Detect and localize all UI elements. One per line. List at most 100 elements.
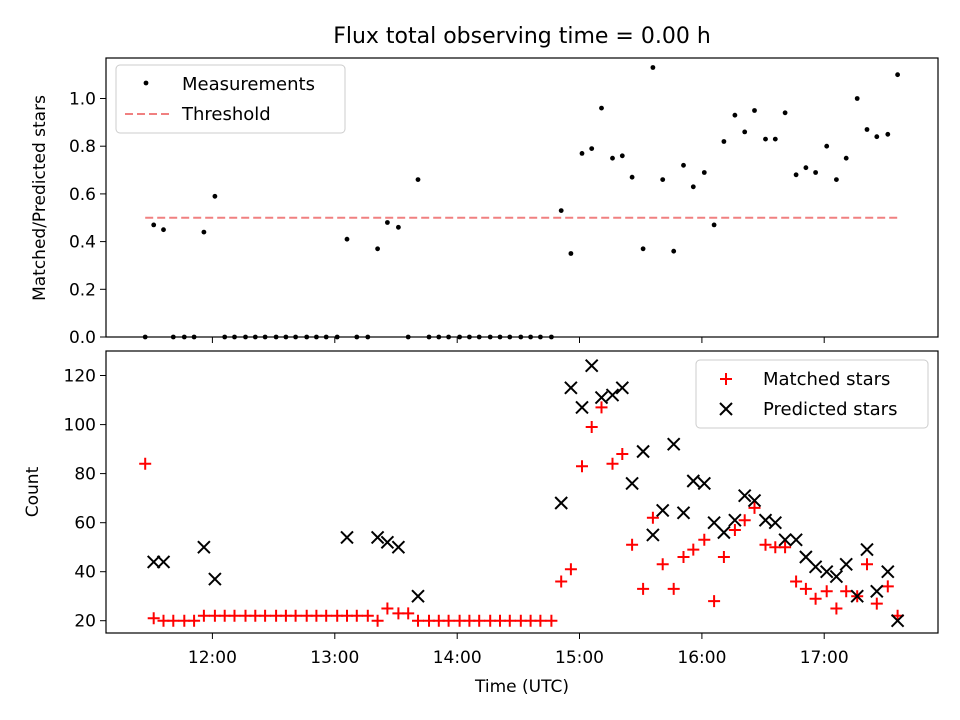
predicted-star-point (789, 533, 803, 547)
measurement-point (660, 177, 666, 183)
matched-star-point (147, 612, 160, 625)
predicted-star-point (697, 476, 712, 491)
matched-star-point (595, 401, 608, 414)
matched-star-point (698, 533, 711, 546)
matched-star-point (809, 592, 822, 605)
bottom-x-tick-label: 15:00 (555, 648, 604, 668)
predicted-star-point (370, 530, 385, 545)
matched-star-point (637, 582, 650, 595)
predicted-star-point (340, 530, 354, 545)
top-plot-frame (105, 57, 939, 338)
measurement-point (854, 96, 860, 101)
measurement-point (864, 127, 870, 132)
matched-star-point (381, 602, 394, 615)
matched-star-point (228, 609, 241, 622)
measurement-point (589, 146, 595, 152)
measurement-point (874, 134, 880, 140)
predicted-star-point (208, 572, 222, 586)
predicted-star-point (819, 564, 834, 579)
bottom-y-tick-label: 20 (74, 612, 96, 632)
measurement-point (752, 108, 757, 113)
matched-star-point (779, 541, 792, 554)
top-legend-box (115, 64, 346, 134)
predicted-star-point (717, 525, 731, 540)
top-y-tick-label: 1.0 (69, 90, 96, 110)
predicted-star-point (625, 476, 639, 491)
predicted-star-point (881, 564, 895, 579)
measurement-point (793, 172, 799, 178)
top-y-tick-label: 0.2 (69, 280, 96, 300)
measurement-point (415, 177, 421, 183)
matched-star-point (412, 614, 424, 627)
predicted-star-point (737, 488, 752, 503)
measurement-point (201, 229, 207, 235)
matched-star-point (503, 614, 516, 627)
predicted-star-point (564, 381, 578, 395)
predicted-star-point (808, 560, 823, 574)
measurement-point (640, 246, 646, 252)
bottom-x-tick-label: 13:00 (310, 648, 359, 668)
legend-matched-label: Matched stars (763, 369, 890, 390)
measurement-point (610, 155, 615, 161)
top-y-tick-label: 0.6 (69, 185, 96, 205)
top-y-axis-ticks: 0.0 0.2 0.4 0.6 0.8 1.0 (69, 90, 106, 348)
measurement-point (579, 151, 585, 156)
matched-star-point (320, 609, 333, 622)
bottom-legend: Matched stars Predicted stars (695, 359, 929, 429)
top-plot-area: 0.0 0.2 0.4 0.6 0.8 1.0 (69, 57, 939, 348)
matched-star-point (259, 609, 272, 622)
predicted-star-point (615, 381, 630, 395)
predicted-star-point (778, 533, 792, 547)
matched-star-point (371, 614, 384, 627)
matched-star-point (139, 457, 152, 470)
measurement-point (344, 236, 350, 242)
bottom-x-tick-label: 12:00 (188, 648, 237, 668)
bottom-x-axis-label: Time (UTC) (474, 677, 569, 697)
measurement-point (772, 136, 778, 142)
bottom-y-axis-ticks: 20 40 60 80 100 120 (64, 367, 106, 632)
predicted-star-point (636, 444, 650, 459)
measurement-point (151, 222, 157, 228)
matched-star-point (361, 609, 374, 622)
matched-star-point (687, 543, 700, 556)
matched-star-point (861, 558, 873, 571)
top-y-tick-label: 0.4 (69, 233, 96, 253)
bottom-y-tick-label: 40 (74, 563, 96, 583)
matched-star-point (350, 609, 363, 622)
predicted-star-point (391, 540, 406, 554)
measurement-point (803, 165, 809, 171)
measurement-point (396, 224, 401, 230)
matched-star-point (728, 524, 741, 536)
legend-matched-marker (720, 373, 732, 385)
measurement-point (763, 136, 768, 142)
matched-star-point (188, 614, 201, 627)
matched-star-point (606, 457, 619, 470)
top-y-tick-label: 0.8 (69, 137, 96, 157)
measurement-point (568, 251, 574, 256)
matched-star-point (790, 575, 803, 588)
measurement-point (385, 220, 390, 225)
measurement-point (558, 208, 564, 214)
predicted-star-point (584, 358, 599, 373)
measurement-point (742, 129, 748, 135)
top-y-tick-label: 0.0 (69, 328, 96, 348)
predicted-star-point (839, 557, 853, 572)
predicted-star-point (146, 555, 161, 569)
matched-star-point (870, 597, 883, 610)
matched-star-point (738, 514, 751, 527)
predicted-star-point (666, 437, 681, 451)
measurement-point (885, 131, 891, 137)
matched-star-point (576, 460, 588, 473)
matched-star-point (442, 614, 455, 627)
bottom-x-tick-label: 16:00 (677, 648, 726, 668)
predicted-star-point (411, 589, 425, 603)
measurement-point (212, 193, 218, 199)
matched-star-point (799, 582, 812, 595)
predicted-star-point (156, 555, 171, 569)
measurement-point (732, 112, 738, 118)
matched-star-point (830, 602, 843, 615)
legend-predicted-label: Predicted stars (763, 399, 897, 420)
bottom-y-tick-label: 60 (74, 514, 96, 534)
predicted-star-point (758, 513, 773, 527)
top-y-axis-label: Matched/Predicted stars (30, 95, 50, 301)
